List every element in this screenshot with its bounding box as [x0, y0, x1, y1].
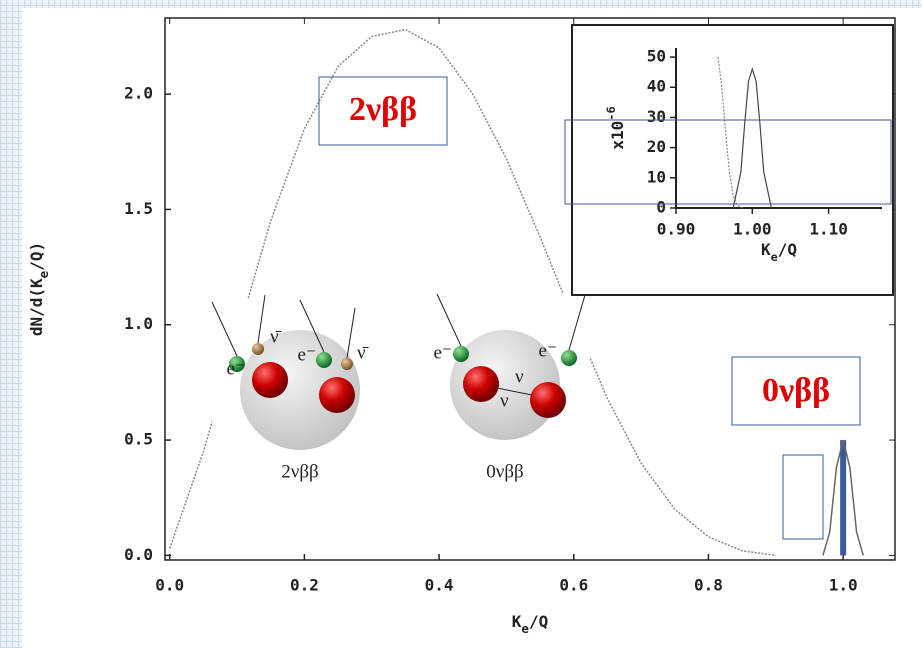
axis-label-part: -6 [604, 106, 618, 120]
y-tick-label: 2.0 [124, 84, 153, 103]
electron-label: e⁻ [539, 340, 557, 361]
electron-label: e⁻ [434, 342, 452, 363]
plot-frame [164, 17, 896, 561]
annotation: 0νββ [762, 372, 830, 409]
y-tick-label: 1.0 [124, 314, 153, 333]
y-tick-label: 40 [647, 77, 666, 96]
decay-diagram: e⁻ e⁻ ν̄ ν̄ e⁻ e⁻ ν ν 2νββ 0νββ [211, 292, 590, 488]
axis-label-part: K [512, 612, 522, 631]
y-tick-label: 0.0 [124, 545, 153, 564]
antineutrino-label: ν̄ [357, 342, 369, 363]
x-tick-label: 0.90 [657, 220, 696, 239]
annotation: 2νββ [349, 91, 417, 128]
x-tick-label: 0.0 [155, 576, 184, 595]
y-tick-label: 0 [656, 198, 666, 217]
highlight-box [564, 119, 892, 205]
annotation-box [318, 76, 448, 146]
neutrino-label: ν [515, 366, 524, 387]
y-tick-label: 1.5 [124, 199, 153, 218]
axis-label-part: K [761, 240, 771, 259]
axis-label-part: dN/d(K [27, 278, 46, 336]
y-tick-label: 0.5 [124, 430, 153, 449]
diagram-caption: 0νββ [486, 461, 523, 482]
annotation-box [731, 356, 861, 426]
axis-label-part: /Q [778, 240, 797, 259]
axis-label-part: e [36, 270, 51, 278]
x-tick-label: 0.2 [290, 576, 319, 595]
series-line [168, 28, 776, 557]
x-tick-label: 1.0 [829, 576, 858, 595]
series-line [822, 439, 865, 556]
inset-frame [571, 24, 894, 296]
series-line [732, 67, 772, 209]
x-tick-label: 1.10 [809, 220, 848, 239]
axis-label: dN/d(Ke/Q) [27, 242, 52, 336]
y-tick-label: 30 [647, 107, 666, 126]
x-tick-label: 0.8 [694, 576, 723, 595]
axis-label-part: x10 [608, 121, 627, 150]
y-tick-label: 20 [647, 137, 666, 156]
electron-label: e⁻ [298, 344, 316, 365]
antineutrino-label: ν̄ [270, 326, 282, 347]
electron-label: e⁻ [227, 358, 245, 379]
highlight-bar [840, 440, 847, 556]
x-tick-label: 0.4 [425, 576, 454, 595]
neutrino-label: ν [500, 390, 509, 411]
y-tick-label: 10 [647, 167, 666, 186]
axis-label: Ke/Q [761, 240, 797, 264]
axis-label-part: /Q [529, 612, 548, 631]
axis-label: Ke/Q [512, 612, 549, 637]
axis-label: x10-6 [604, 106, 627, 149]
x-tick-label: 1.00 [733, 220, 772, 239]
y-tick-label: 50 [647, 47, 666, 66]
diagram-caption: 2νββ [281, 461, 318, 482]
x-tick-label: 0.6 [559, 576, 588, 595]
highlight-box [782, 454, 824, 540]
axis-label-part: e [771, 250, 778, 264]
axis-label-part: e [521, 621, 529, 636]
axis-label-part: /Q) [27, 242, 46, 271]
